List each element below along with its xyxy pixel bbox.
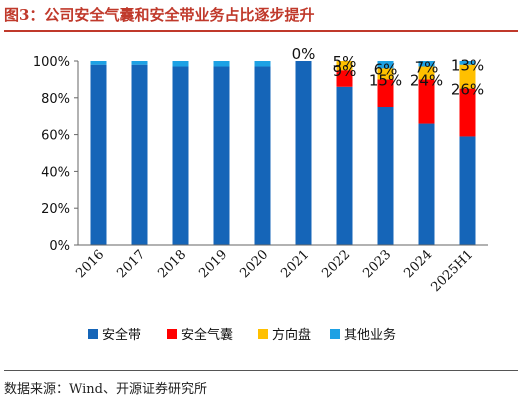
bar-segment [377,107,394,245]
y-tick-label: 80% [41,92,70,107]
x-tick-label: 2023 [360,247,394,281]
bar-segment [90,61,107,65]
x-tick-label: 2024 [401,247,435,281]
stacked-bar-chart: 0%20%40%60%80%100% 2016 2017 2018 2019 2020 2… [33,45,488,343]
bar-segment [418,79,435,124]
legend-label: 方向盘 [272,327,311,343]
bar-segment [131,64,148,246]
bar-segment [459,64,476,89]
bars [90,61,476,246]
y-axis: 0% 20% 40% 60% 80% 100% [33,55,79,254]
x-tick-label: 2016 [73,247,107,281]
legend-swatch [258,329,268,339]
figure-title: 图3：公司安全气囊和安全带业务占比逐步提升 [4,6,315,24]
x-axis: 2016 2017 2018 2019 2020 2021 2022 2023 20242025… [73,244,488,295]
bar-segment [418,61,435,67]
legend-swatch [167,329,177,339]
data-label: 7% [415,59,439,77]
bar-segment [213,66,230,246]
data-label: 15% [369,71,402,89]
legend-swatch [330,329,340,339]
x-tick-label: 2021 [278,247,312,281]
legend: 安全带 安全气囊 方向盘 其他业务 [88,327,396,343]
bar-segment [131,61,148,65]
bar-segment [295,61,312,245]
x-tick-label: 2022 [319,247,353,281]
legend-swatch [88,329,98,339]
data-label: 6% [374,60,398,78]
y-tick-label: 20% [41,202,70,217]
bar-segment [336,86,353,245]
data-label: 9% [333,62,357,80]
data-label: 5% [333,53,357,71]
legend-label: 其他业务 [344,327,396,343]
bar-segment [254,61,271,67]
bar-segment [459,88,476,137]
source-rule [4,370,518,371]
bar-segment [336,70,353,87]
x-tick-label: 2025H1 [428,247,476,295]
bar-segment [377,68,394,80]
bar-segment [172,66,189,246]
y-tick-label: 100% [33,55,70,70]
title-rule [4,30,518,32]
y-tick-label: 0% [49,239,70,254]
bar-segment [336,61,353,71]
bar-segment [172,61,189,67]
bar-segment [90,64,107,246]
x-tick-label: 2018 [155,247,189,281]
y-tick-label: 40% [41,165,70,180]
bar-segment [459,136,476,245]
data-label: 0% [292,45,316,63]
bar-segment [254,66,271,246]
source-note: 数据来源：Wind、开源证券研究所 [4,382,207,397]
x-tick-label: 2017 [114,247,148,281]
bar-segment [418,66,435,80]
data-label: 26% [451,81,484,99]
data-labels: 0% 9%5% 15%6% 24%7% 26% 13% [292,45,485,99]
x-tick-label: 2019 [196,247,230,281]
x-tick-label: 2020 [237,247,271,281]
legend-label: 安全气囊 [181,327,233,343]
bar-segment [377,79,394,107]
legend-label: 安全带 [102,327,141,343]
bar-segment [213,61,230,67]
data-label: 24% [410,71,443,89]
bar-segment [459,61,476,65]
y-tick-label: 60% [41,129,70,144]
bar-segment [377,61,394,69]
bar-segment [418,123,435,245]
data-label: 13% [451,57,484,75]
